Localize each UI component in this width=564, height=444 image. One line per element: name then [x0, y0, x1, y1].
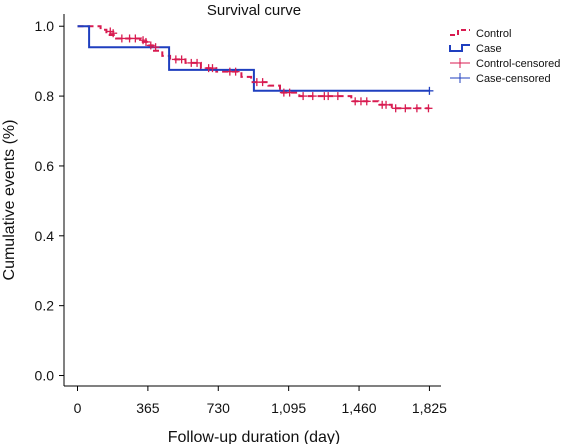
- control-censored-marker: [382, 100, 391, 109]
- legend-item-case: Case: [449, 43, 502, 55]
- legend-item-control-censored: Control-censored: [450, 58, 560, 70]
- control-censored-marker: [362, 97, 371, 106]
- case-series-line: [77, 25, 430, 92]
- y-ticks: 0.0 0.2 0.4 0.6 0.8 1.0: [35, 18, 64, 384]
- control-censored-marker: [131, 34, 140, 43]
- control-censored-marker: [412, 104, 421, 113]
- legend-item-case-censored: Case-censored: [450, 73, 551, 85]
- control-censored-marker: [424, 104, 433, 113]
- control-censored-marker: [391, 104, 400, 113]
- x-tick-label: 1,460: [342, 400, 377, 416]
- axes: 0.0 0.2 0.4 0.6 0.8 1.0 0 365 730 1,095 1,460 1,82…: [35, 14, 447, 416]
- plot-series: [77, 25, 434, 113]
- y-tick-label: 0.8: [35, 88, 55, 104]
- control-censored-marker: [231, 67, 240, 76]
- legend-label-case: Case: [476, 43, 502, 55]
- control-censored-marker: [258, 78, 267, 87]
- x-axis-title: Follow-up duration (day): [168, 429, 341, 444]
- x-tick-label: 0: [74, 400, 82, 416]
- y-tick-label: 0.6: [35, 158, 55, 174]
- legend-swatch-case: [449, 44, 470, 52]
- control-censored-marker: [208, 64, 217, 73]
- legend: Control Case Control-censored Case-censored: [449, 28, 560, 85]
- x-tick-label: 1,825: [412, 400, 447, 416]
- control-censored-marker: [146, 41, 155, 50]
- control-censored-marker: [193, 58, 202, 67]
- control-censored-marker: [401, 104, 410, 113]
- case-censored-marker: [425, 86, 434, 95]
- y-axis-title: Cumulative events (%): [1, 120, 18, 281]
- control-censored-marker: [299, 92, 308, 101]
- control-censored-marker: [324, 92, 333, 101]
- x-tick-label: 1,095: [271, 400, 306, 416]
- x-tick-label: 365: [136, 400, 160, 416]
- control-censored-marker: [308, 92, 317, 101]
- control-censored-marker: [177, 55, 186, 64]
- y-tick-label: 0.4: [35, 228, 55, 244]
- control-censored-marker: [333, 92, 342, 101]
- legend-swatch-control: [450, 29, 470, 36]
- chart-title: Survival curve: [207, 2, 301, 19]
- y-tick-label: 1.0: [35, 18, 55, 34]
- legend-label-control: Control: [476, 28, 511, 40]
- y-tick-label: 0.0: [35, 368, 55, 384]
- control-censored-marker: [117, 34, 126, 43]
- legend-item-control: Control: [450, 28, 511, 40]
- x-ticks: 0 365 730 1,095 1,460 1,825: [74, 386, 447, 416]
- control-censored-marker: [285, 88, 294, 97]
- y-tick-label: 0.2: [35, 298, 55, 314]
- legend-label-control-censored: Control-censored: [476, 58, 560, 70]
- x-tick-label: 730: [207, 400, 231, 416]
- control-censored-marker: [141, 37, 150, 46]
- legend-label-case-censored: Case-censored: [476, 73, 551, 85]
- control-censored-marker: [151, 43, 160, 52]
- control-censored-marker: [109, 29, 118, 38]
